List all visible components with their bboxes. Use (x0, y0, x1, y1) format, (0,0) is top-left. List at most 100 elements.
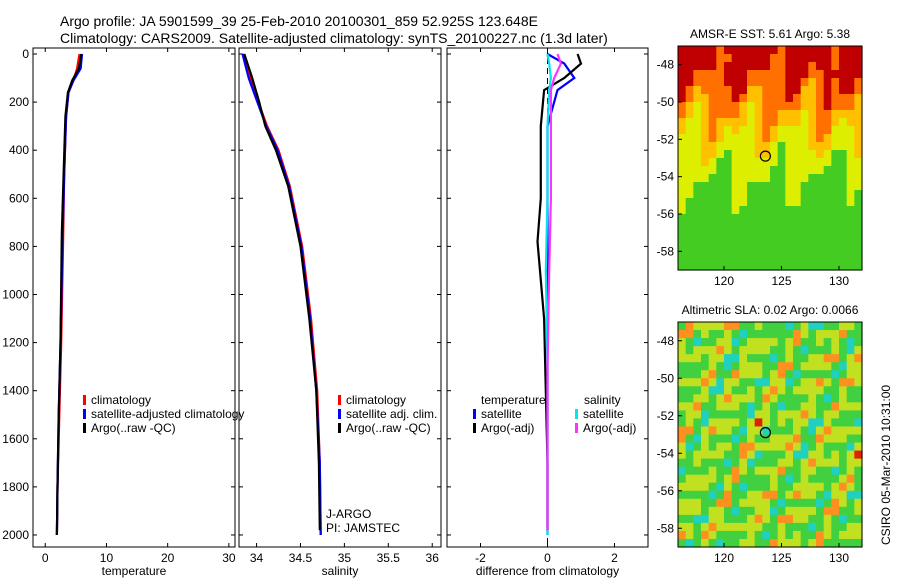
heat-cell (754, 262, 763, 271)
heat-cell (785, 190, 794, 199)
heat-cell (678, 254, 687, 263)
heat-cell (762, 70, 771, 79)
heat-cell (693, 54, 702, 63)
heat-cell (839, 418, 848, 428)
heat-cell (678, 362, 687, 371)
heat-cell (754, 214, 763, 223)
heat-cell (724, 134, 733, 143)
heat-cell (770, 222, 779, 231)
heat-cell (800, 102, 809, 111)
heat-cell (701, 322, 710, 331)
heat-cell (693, 394, 702, 403)
heat-cell (747, 198, 756, 207)
heat-cell (816, 230, 825, 239)
heat-cell (708, 322, 717, 331)
heat-cell (823, 394, 832, 403)
heat-cell (777, 514, 786, 524)
heat-cell (800, 322, 809, 331)
heat-cell (823, 506, 832, 516)
heat-cell (839, 522, 848, 532)
heat-cell (816, 474, 825, 484)
heat-cell (846, 86, 855, 95)
heat-cell (770, 490, 779, 500)
heat-cell (808, 214, 817, 223)
heat-cell (739, 466, 748, 476)
heat-cell (716, 338, 725, 347)
heat-cell (854, 190, 863, 199)
heatmap-2 (678, 322, 863, 548)
heat-cell (770, 78, 779, 87)
heat-cell (770, 418, 779, 428)
heat-cell (739, 498, 748, 508)
heat-cell (793, 238, 802, 247)
y-tick-label: 200 (9, 95, 29, 109)
heat-cell (846, 102, 855, 111)
heat-cell (831, 190, 840, 199)
heat-cell (770, 530, 779, 540)
heat-cell (816, 410, 825, 420)
heat-cell (839, 458, 848, 468)
heat-cell (785, 102, 794, 111)
legend-diff-sal-swatch (575, 423, 578, 433)
heat-cell (724, 346, 733, 355)
heat-cell (808, 46, 817, 55)
heat-cell (785, 490, 794, 500)
heat-cell (800, 254, 809, 263)
heat-cell (747, 54, 756, 63)
heat-cell (708, 482, 717, 492)
heat-cell (785, 70, 794, 79)
heat-cell (823, 370, 832, 379)
heat-cell (678, 222, 687, 231)
heat-cell (770, 466, 779, 476)
heat-cell (708, 394, 717, 403)
heat-cell (762, 118, 771, 127)
annotation-pi: PI: JAMSTEC (326, 521, 400, 535)
heat-cell (793, 46, 802, 55)
heat-cell (762, 174, 771, 183)
heat-cell (800, 466, 809, 476)
heat-cell (793, 474, 802, 484)
heat-cell (770, 94, 779, 103)
heat-cell (693, 86, 702, 95)
heat-cell (693, 322, 702, 331)
heat-cell (708, 338, 717, 347)
heat-cell (678, 474, 687, 484)
heat-cell (831, 474, 840, 484)
heat-cell (731, 538, 740, 548)
heat-cell (823, 94, 832, 103)
heat-cell (716, 214, 725, 223)
heat-cell (701, 330, 710, 339)
heat-cell (693, 230, 702, 239)
heat-cell (678, 214, 687, 223)
heat-cell (731, 466, 740, 476)
heat-cell (708, 434, 717, 444)
heat-cell (777, 330, 786, 339)
heat-cell (793, 490, 802, 500)
heat-cell (823, 174, 832, 183)
heat-cell (678, 458, 687, 468)
legend-temperature-swatch (83, 423, 86, 433)
heat-cell (854, 346, 863, 355)
heat-cell (701, 442, 710, 452)
heat-cell (846, 498, 855, 508)
heat-cell (685, 206, 694, 215)
heat-cell (701, 222, 710, 231)
heat-cell (831, 450, 840, 460)
heat-cell (793, 166, 802, 175)
heat-cell (762, 62, 771, 71)
heat-cell (831, 222, 840, 231)
heat-cell (739, 450, 748, 460)
heat-cell (808, 182, 817, 191)
heat-cell (724, 466, 733, 476)
heat-cell (708, 222, 717, 231)
heat-cell (754, 426, 763, 436)
heat-cell (785, 538, 794, 548)
heat-cell (754, 354, 763, 363)
heat-cell (693, 426, 702, 436)
heat-cell (762, 262, 771, 271)
heat-cell (777, 238, 786, 247)
heat-cell (793, 426, 802, 436)
heat-cell (762, 402, 771, 411)
heat-cell (678, 182, 687, 191)
heat-cell (846, 230, 855, 239)
